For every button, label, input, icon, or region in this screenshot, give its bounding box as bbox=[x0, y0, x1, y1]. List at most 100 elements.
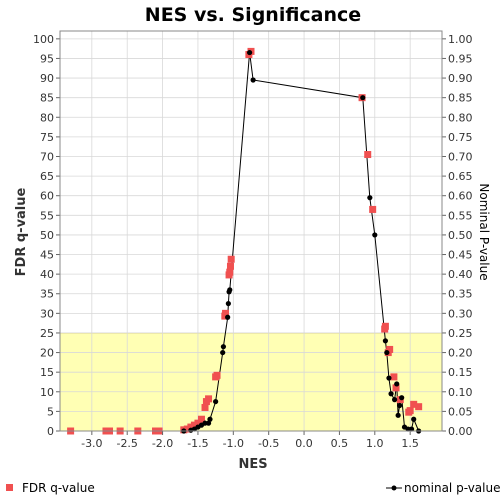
chart-title: NES vs. Significance bbox=[145, 4, 361, 26]
nominal-p-value-point bbox=[396, 402, 403, 409]
nominal-p-value-point bbox=[408, 426, 415, 432]
nominal-p-value-point bbox=[205, 420, 212, 426]
y-left-tick-label: 15 bbox=[40, 366, 54, 379]
y-left-tick-label: 5 bbox=[47, 405, 54, 418]
y-right-tick-label: 0.20 bbox=[448, 347, 473, 360]
x-tick-label: 1.0 bbox=[366, 437, 384, 450]
legend-fdr-label: FDR q-value bbox=[22, 481, 95, 495]
fdr-q-value-point bbox=[410, 400, 418, 408]
fdr-q-value-point bbox=[390, 373, 398, 381]
nominal-p-value-point bbox=[411, 416, 417, 422]
y-axis-right-title: Nominal P-value bbox=[477, 183, 491, 280]
fdr-q-value-point bbox=[213, 371, 221, 379]
y-right-tick-label: 0.40 bbox=[448, 268, 473, 281]
y-right-tick-label: 0.70 bbox=[448, 150, 473, 163]
nominal-p-value-point bbox=[382, 338, 389, 344]
nominal-p-value-point bbox=[220, 344, 227, 350]
nominal-p-value-point bbox=[399, 395, 405, 401]
nominal-p-value-point bbox=[225, 300, 231, 307]
y-left-tick-label: 75 bbox=[40, 131, 54, 144]
fdr-q-value-point bbox=[194, 419, 202, 427]
y-right-tick-label: 0.80 bbox=[448, 111, 473, 124]
y-left-tick-label: 80 bbox=[40, 111, 54, 124]
x-tick-label: 1.5 bbox=[401, 437, 419, 450]
y-left-tick-label: 85 bbox=[40, 92, 54, 105]
legend-pvalue-label: nominal p-value bbox=[404, 481, 500, 495]
y-left-tick-label: 30 bbox=[40, 307, 54, 320]
nominal-p-value-point bbox=[388, 391, 394, 397]
nominal-p-value-point bbox=[207, 416, 213, 422]
grid-lines bbox=[60, 31, 442, 432]
y-axis-left-title: FDR q-value bbox=[14, 187, 29, 276]
fdr-q-value-point bbox=[381, 322, 389, 330]
y-left-tick-label: 55 bbox=[40, 209, 54, 222]
x-tick-label: -2.5 bbox=[116, 437, 137, 450]
y-right-tick-label: 0.25 bbox=[448, 327, 473, 340]
y-left-tick-label: 40 bbox=[40, 268, 54, 281]
fdr-q-value-point bbox=[222, 309, 230, 317]
fdr-q-value-point bbox=[406, 407, 414, 415]
y-left-tick-label: 35 bbox=[40, 288, 54, 301]
y-right-tick-label: 0.35 bbox=[448, 288, 473, 301]
nominal-p-value-point bbox=[227, 287, 233, 293]
fdr-q-value-point bbox=[227, 255, 235, 263]
fdr-q-value-point bbox=[386, 345, 394, 353]
fdr-q-value-point bbox=[205, 395, 213, 403]
y-right-tick-label: 0.85 bbox=[448, 92, 473, 105]
x-tick-label: -1.0 bbox=[223, 437, 244, 450]
x-tick-label: -3.0 bbox=[81, 437, 102, 450]
y-left-tick-label: 60 bbox=[40, 190, 54, 203]
y-left-tick-label: 0 bbox=[47, 425, 54, 438]
fdr-q-value-point bbox=[392, 384, 400, 392]
x-tick-label: -2.0 bbox=[152, 437, 173, 450]
y-left-tick-label: 20 bbox=[40, 347, 54, 360]
y-right-tick-label: 0.05 bbox=[448, 405, 473, 418]
nominal-p-value-point bbox=[386, 375, 392, 381]
fdr-q-value-point bbox=[187, 423, 195, 431]
legend-fdr-marker bbox=[6, 484, 13, 491]
fdr-q-value-point bbox=[369, 205, 377, 213]
y-right-tick-label: 0.30 bbox=[448, 307, 473, 320]
y-right-tick-label: 1.00 bbox=[448, 33, 473, 46]
nominal-p-value-point bbox=[246, 49, 253, 56]
fdr-q-value-point bbox=[226, 268, 234, 276]
y-left-tick-label: 50 bbox=[40, 229, 54, 242]
significance-region bbox=[60, 332, 442, 431]
nominal-p-value-point bbox=[220, 349, 226, 356]
x-tick-label: -0.5 bbox=[258, 437, 279, 450]
legend: FDR q-value nominal p-value bbox=[6, 481, 500, 495]
nominal-p-value-point bbox=[372, 232, 378, 238]
fdr-q-value-point bbox=[415, 403, 423, 411]
y-right-tick-label: 0.00 bbox=[448, 425, 473, 438]
nominal-p-value-point bbox=[225, 314, 231, 320]
y-left-tick-label: 90 bbox=[40, 72, 54, 85]
axes: 0 5 10 15 20 25 30 35 40 45 50 55 60 65 70 75 80 85 90 95 10… bbox=[33, 30, 473, 450]
nominal-p-value-point bbox=[394, 381, 400, 387]
y-right-tick-label: 0.10 bbox=[448, 386, 473, 399]
nominal-p-value-point bbox=[395, 412, 401, 418]
fdr-q-value-point bbox=[197, 415, 205, 423]
y-left-tick-label: 25 bbox=[40, 327, 54, 340]
x-axis-title: NES bbox=[238, 457, 267, 472]
nominal-p-value-point bbox=[367, 195, 373, 201]
fdr-q-value-point bbox=[226, 262, 234, 270]
fdr-q-value-point bbox=[190, 421, 198, 429]
y-left-tick-label: 100 bbox=[33, 33, 54, 46]
nominal-p-value-point bbox=[384, 349, 390, 356]
y-left-tick-label: 70 bbox=[40, 150, 54, 163]
y-right-tick-label: 0.50 bbox=[448, 229, 473, 242]
nominal-p-value-point bbox=[213, 398, 219, 405]
fdr-q-value-point bbox=[364, 151, 372, 159]
x-tick-label: 0.5 bbox=[331, 437, 349, 450]
plot-border bbox=[59, 30, 443, 432]
x-tick-label: 0.0 bbox=[295, 437, 313, 450]
y-left-tick-label: 10 bbox=[40, 386, 54, 399]
y-right-tick-label: 0.55 bbox=[448, 209, 473, 222]
legend-pvalue-dot bbox=[391, 485, 397, 491]
y-right-tick-label: 0.15 bbox=[448, 366, 473, 379]
y-right-tick-label: 0.95 bbox=[448, 52, 473, 65]
fdr-q-value-point bbox=[201, 403, 209, 411]
nominal-p-value-point bbox=[392, 397, 398, 403]
